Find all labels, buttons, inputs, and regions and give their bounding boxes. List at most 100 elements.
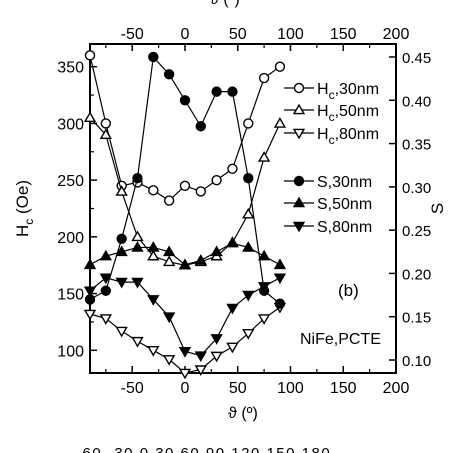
data-point — [242, 207, 255, 219]
x-tick-label-top: 100 — [277, 26, 304, 43]
data-point — [243, 172, 254, 184]
data-point — [131, 277, 144, 289]
series-3 — [84, 51, 286, 309]
legend-label: S,50nm — [317, 196, 372, 213]
data-point — [210, 245, 223, 257]
legend-item: S,30nm — [284, 174, 372, 191]
legend-label: Hc,30nm — [317, 81, 379, 102]
data-point — [210, 334, 223, 345]
data-point — [257, 314, 271, 325]
series-0 — [84, 50, 286, 206]
data-point — [226, 342, 239, 354]
x-tick-label-bottom: 150 — [330, 380, 357, 397]
y-left-tick-label: 350 — [57, 60, 84, 77]
data-point — [148, 185, 159, 196]
data-point — [226, 303, 239, 315]
legend-item: Hc,30nm — [284, 81, 379, 102]
y-left-tick-label: 300 — [57, 116, 84, 133]
legend-label: Hc,80nm — [317, 126, 379, 147]
data-point — [179, 180, 191, 192]
legend-item: S,80nm — [284, 219, 372, 236]
data-point — [274, 298, 286, 309]
y-right-tick-label: 0.45 — [402, 50, 431, 67]
data-point — [195, 186, 206, 197]
y-left-tick-label: 200 — [57, 230, 84, 247]
x-tick-label-top: 50 — [229, 26, 247, 43]
data-point — [115, 185, 128, 196]
data-point — [83, 309, 97, 321]
series-5 — [83, 273, 287, 363]
annotation-b: (b) — [338, 281, 359, 300]
legend-label: Hc,50nm — [317, 103, 379, 124]
data-point — [257, 151, 271, 162]
legend-item: Hc,80nm — [284, 126, 379, 147]
legend-item: Hc,50nm — [284, 103, 379, 124]
data-point — [131, 336, 144, 348]
x-tick-label-bottom: 50 — [229, 380, 247, 397]
axes: -50 -50 0 0 50 50 100 100 150 150 200 200 100 150 200 2… — [13, 26, 447, 422]
data-point — [99, 249, 112, 261]
data-point — [195, 121, 206, 132]
data-point — [147, 249, 160, 261]
data-point — [163, 195, 175, 206]
data-point — [162, 255, 176, 267]
data-point — [162, 355, 176, 366]
legend-label: S,80nm — [317, 219, 372, 236]
x-tick-label-top: 0 — [181, 26, 190, 43]
data-point — [163, 69, 175, 80]
x-tick-label-top: 200 — [383, 26, 410, 43]
data-point — [273, 273, 287, 285]
series-line — [89, 306, 281, 374]
bottom-partial-text: -60 -30 0 30 60 90 120 150 180 — [76, 445, 331, 453]
y-left-tick-label: 150 — [57, 287, 84, 304]
data-point — [211, 86, 222, 97]
y-left-tick-label: 100 — [57, 343, 84, 360]
data-point — [99, 314, 112, 325]
data-point — [162, 245, 176, 257]
data-point — [242, 290, 255, 302]
data-point — [84, 50, 96, 61]
data-point — [99, 273, 112, 285]
legend-item: S,50nm — [284, 196, 372, 213]
x-axis-label: ϑ (º) — [228, 405, 258, 422]
legend-label: S,30nm — [317, 174, 372, 191]
x-tick-label-top: 150 — [330, 26, 357, 43]
x-tick-label-bottom: -50 — [121, 380, 144, 397]
data-point — [211, 174, 222, 186]
y-right-tick-label: 0.25 — [402, 223, 431, 240]
y-right-axis-label: S — [428, 203, 447, 214]
data-point — [83, 258, 97, 270]
annotation-sample: NiFe,PCTE — [300, 331, 381, 348]
data-point — [147, 346, 160, 357]
y-right-tick-label: 0.15 — [402, 310, 431, 327]
data-point — [227, 86, 238, 97]
top-axis-label: ϑ (º) — [210, 0, 240, 8]
y-right-tick-label: 0.10 — [402, 353, 431, 370]
data-point — [274, 61, 286, 72]
data-point — [258, 72, 270, 84]
legend-marker — [292, 103, 306, 115]
data-point — [227, 163, 238, 174]
data-point — [194, 254, 207, 265]
y-right-tick-label: 0.30 — [402, 180, 431, 197]
y-left-tick-label: 250 — [57, 173, 84, 190]
data-point — [242, 241, 255, 252]
data-point — [243, 118, 254, 129]
series-4 — [83, 236, 287, 270]
data-point — [147, 295, 160, 306]
data-point — [131, 230, 144, 242]
data-point — [257, 282, 271, 293]
data-point — [242, 328, 255, 340]
y-right-tick-label: 0.20 — [402, 266, 431, 283]
data-point — [131, 241, 144, 252]
x-tick-label-top: -50 — [121, 26, 144, 43]
data-point — [100, 285, 112, 296]
x-tick-label-bottom: 200 — [383, 380, 410, 397]
data-point — [115, 277, 128, 289]
data-point — [226, 236, 239, 248]
y-right-tick-label: 0.40 — [402, 93, 431, 110]
legend-marker — [293, 175, 305, 187]
data-point — [83, 286, 97, 298]
